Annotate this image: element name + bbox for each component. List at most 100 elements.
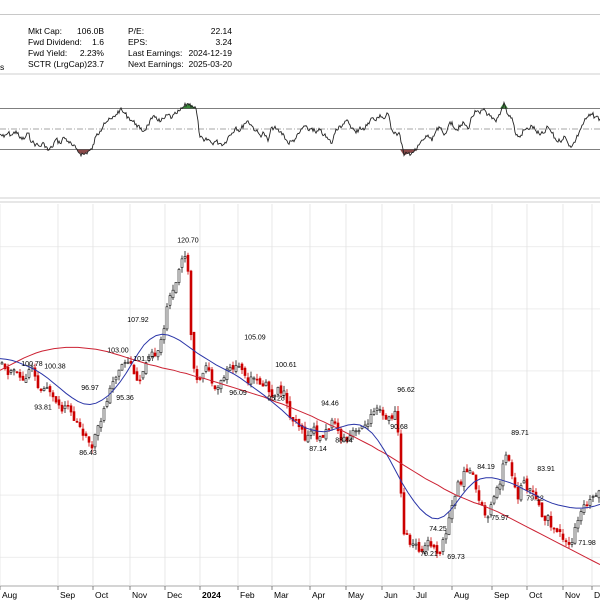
candle-body [573, 527, 577, 544]
price-data-label: 88.44 [335, 438, 353, 445]
price-data-label: 79.12 [526, 496, 544, 503]
candle-body [84, 433, 88, 437]
candle-body [36, 375, 40, 389]
truncated-label: s [0, 62, 5, 72]
rsi-line [0, 100, 600, 158]
price-data-label: 87.14 [309, 446, 327, 453]
price-data-label: 89.71 [511, 430, 529, 437]
candle-body [9, 370, 13, 373]
candle-body [576, 520, 580, 529]
candle-body [258, 378, 262, 385]
candle-body [324, 429, 328, 440]
candle-body [516, 487, 520, 500]
stat-market-cap: Mkt Cap: 106.0B [28, 26, 104, 37]
candle-body [420, 548, 424, 552]
candle-body [408, 534, 412, 545]
candle-body [357, 430, 361, 433]
price-data-label: 93.81 [34, 404, 52, 411]
candle-body [507, 455, 511, 461]
candle-body [135, 371, 139, 381]
candle-body [132, 364, 136, 375]
candle-body [261, 383, 265, 387]
candle-body [222, 377, 226, 381]
price-data-label: 100.38 [44, 364, 66, 371]
candle-body [519, 485, 523, 501]
x-tick-label: Oct [529, 590, 543, 600]
candle-body [537, 499, 541, 506]
candle-body [354, 430, 358, 433]
candle-body [498, 483, 502, 490]
candle-body [318, 436, 322, 441]
candle-body [309, 430, 313, 436]
candle-body [378, 409, 382, 412]
candle-body [417, 542, 421, 552]
candle-body [252, 377, 256, 380]
candle-body [114, 376, 118, 381]
candle-body [366, 423, 370, 427]
x-tick-label: Aug [454, 590, 469, 600]
candle-body [153, 352, 157, 357]
candle-body [6, 366, 10, 375]
candle-body [156, 350, 160, 358]
stat-fwd-yield: Fwd Yield: 2.23% [28, 48, 104, 59]
candle-body [189, 270, 193, 335]
candle-body [504, 454, 508, 463]
candle-body [117, 369, 121, 377]
candle-body [3, 363, 7, 370]
candle-body [432, 544, 436, 548]
candle-body [243, 367, 247, 376]
candle-body [93, 434, 97, 448]
candle-body [471, 472, 475, 475]
price-data-label: 103.00 [107, 347, 129, 354]
candle-body [18, 372, 22, 378]
candle-body [522, 480, 526, 484]
candle-body [201, 372, 205, 379]
candle-body [525, 478, 529, 491]
candle-body [450, 505, 454, 520]
candle-body [342, 436, 346, 442]
x-tick-label: Apr [312, 590, 325, 600]
x-tick-label: Jul [416, 590, 427, 600]
header-divider [0, 14, 600, 15]
candle-body [99, 420, 103, 428]
candle-body [108, 387, 112, 404]
candle-body [447, 517, 451, 535]
candle-body [405, 533, 409, 535]
rsi-overbought-fill [500, 102, 508, 109]
candle-body [384, 415, 388, 420]
candle-body [429, 541, 433, 547]
candle-body [72, 411, 76, 421]
candle-body [282, 390, 286, 396]
stat-value: 2024-12-19 [188, 48, 232, 58]
candle-body [294, 419, 298, 421]
price-data-label: 70.21 [420, 551, 438, 558]
candle-body [39, 388, 43, 391]
candle-body [240, 363, 244, 371]
candle-body [0, 362, 4, 365]
candle-body [288, 401, 292, 418]
candle-body [78, 422, 82, 428]
candle-body [234, 365, 238, 372]
x-tick-label: Jun [384, 590, 398, 600]
price-data-label: 96.97 [81, 385, 99, 392]
price-data-label: 74.25 [429, 526, 447, 533]
candle-body [255, 378, 259, 381]
price-data-label: 95.36 [116, 395, 134, 402]
candle-body [51, 392, 55, 398]
candle-body [159, 339, 163, 353]
stat-value: 1.6 [92, 37, 104, 47]
candle-body [210, 369, 214, 384]
candle-body [105, 401, 109, 407]
stat-eps: EPS: 3.24 [128, 37, 232, 48]
candle-body [45, 387, 49, 389]
candle-body [336, 422, 340, 431]
candle-body [186, 254, 190, 272]
candle-body [138, 379, 142, 382]
candle-body [321, 434, 325, 438]
candle-body [513, 477, 517, 488]
candle-body [57, 399, 61, 406]
price-panel: Aug Sep Oct Nov Dec 2024 Feb Mar Apr May Jun Jul Aug… [0, 201, 600, 600]
price-data-label: 100.78 [21, 361, 43, 368]
candle-body [435, 545, 439, 554]
candle-body [174, 282, 178, 293]
